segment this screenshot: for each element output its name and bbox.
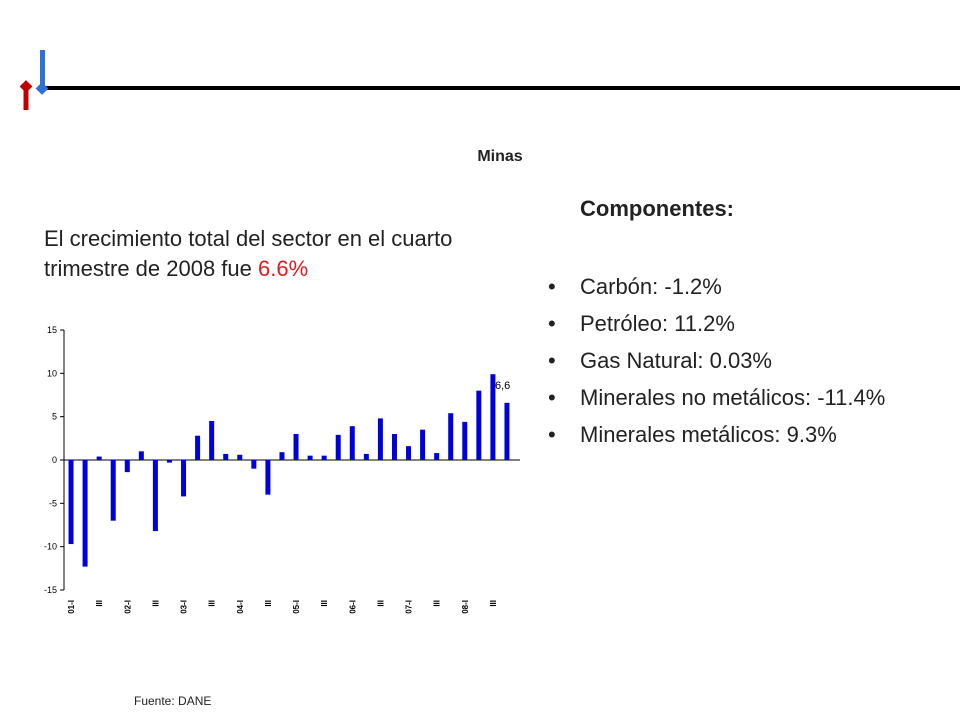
bullet-icon: • bbox=[548, 311, 556, 336]
bar bbox=[68, 460, 74, 545]
bar bbox=[363, 453, 369, 460]
component-label: Gas Natural: 0.03% bbox=[580, 348, 772, 373]
bar bbox=[391, 434, 397, 460]
source-note: Fuente: DANE bbox=[134, 694, 212, 708]
x-tick-label: 07-I bbox=[405, 600, 414, 614]
growth-bar-chart: 15 10 5 0 -5 -10 -15 6,6 01-I III 02-I III 03-I III 04… bbox=[44, 325, 520, 614]
bar bbox=[349, 426, 355, 460]
y-tick-label: -5 bbox=[49, 498, 57, 508]
list-item: • Carbón: -1.2% bbox=[548, 272, 885, 309]
bar bbox=[209, 421, 215, 460]
bar bbox=[377, 418, 383, 460]
bar bbox=[321, 455, 327, 460]
bar bbox=[124, 460, 130, 473]
data-label: 6,6 bbox=[495, 380, 510, 392]
x-tick-label: 08-I bbox=[461, 600, 470, 614]
x-tick-label: 02-I bbox=[123, 600, 132, 614]
bar bbox=[335, 434, 341, 460]
bar bbox=[406, 446, 412, 460]
x-tick-label: 06-I bbox=[348, 600, 357, 614]
bar bbox=[476, 390, 482, 460]
bar bbox=[166, 460, 172, 463]
component-label: Minerales metálicos: 9.3% bbox=[580, 422, 837, 447]
y-tick-label: 15 bbox=[47, 325, 57, 335]
x-tick-label: III bbox=[320, 600, 329, 607]
list-item: • Gas Natural: 0.03% bbox=[548, 346, 885, 383]
bar bbox=[152, 460, 158, 532]
components-title: Componentes: bbox=[580, 196, 734, 221]
bar bbox=[82, 460, 88, 567]
logo-blue-bar bbox=[40, 50, 45, 88]
bar bbox=[279, 452, 285, 460]
headline: El crecimiento total del sector en el cu… bbox=[44, 224, 524, 284]
list-item: • Minerales no metálicos: -11.4% bbox=[548, 383, 885, 420]
bar bbox=[504, 402, 510, 460]
bar bbox=[434, 453, 440, 460]
y-tick-label: 5 bbox=[52, 412, 57, 422]
bar bbox=[223, 453, 229, 460]
headline-value: 6.6% bbox=[258, 256, 309, 281]
bullet-icon: • bbox=[548, 348, 556, 373]
page-title: Minas bbox=[477, 148, 523, 165]
x-tick-label: III bbox=[208, 600, 217, 607]
bar bbox=[420, 429, 426, 460]
bar bbox=[181, 460, 187, 497]
list-item: • Minerales metálicos: 9.3% bbox=[548, 420, 885, 457]
bar bbox=[462, 421, 468, 460]
x-tick-label: 05-I bbox=[292, 600, 301, 614]
bar bbox=[237, 454, 243, 460]
bar bbox=[138, 451, 144, 460]
bar bbox=[448, 413, 454, 460]
x-tick-label: III bbox=[151, 600, 160, 607]
y-tick-label: 10 bbox=[47, 368, 57, 378]
logo-blue-diamond bbox=[35, 82, 49, 95]
bar bbox=[265, 460, 271, 495]
x-tick-label: 03-I bbox=[180, 600, 189, 614]
component-label: Petróleo: 11.2% bbox=[580, 311, 735, 336]
y-tick-label: -15 bbox=[44, 585, 57, 595]
y-tick-label: -10 bbox=[44, 542, 57, 552]
components-list: • Carbón: -1.2% • Petróleo: 11.2% • Gas Nat… bbox=[548, 272, 885, 457]
bar bbox=[251, 460, 257, 469]
header-rule bbox=[40, 86, 960, 90]
x-tick-label: 04-I bbox=[236, 600, 245, 614]
list-item: • Petróleo: 11.2% bbox=[548, 309, 885, 346]
headline-text: El crecimiento total del sector en el cu… bbox=[44, 226, 453, 281]
y-tick-label: 0 bbox=[52, 455, 57, 465]
bullet-icon: • bbox=[548, 385, 556, 410]
x-tick-label: III bbox=[376, 600, 385, 607]
bar bbox=[110, 460, 116, 521]
bar bbox=[307, 455, 313, 460]
logo-red-bar bbox=[23, 86, 29, 110]
x-tick-label: 01-I bbox=[67, 600, 76, 614]
bar bbox=[490, 374, 496, 460]
x-tick-label: III bbox=[489, 600, 498, 607]
x-tick-label: III bbox=[264, 600, 273, 607]
bullet-icon: • bbox=[548, 274, 556, 299]
bullet-icon: • bbox=[548, 422, 556, 447]
component-label: Carbón: -1.2% bbox=[580, 274, 722, 299]
bar bbox=[195, 435, 201, 460]
bar bbox=[96, 456, 102, 460]
component-label: Minerales no metálicos: -11.4% bbox=[580, 385, 886, 410]
x-tick-label: III bbox=[95, 600, 104, 607]
bar bbox=[293, 434, 299, 460]
logo-red-diamond bbox=[19, 80, 33, 93]
logo-icon bbox=[19, 50, 49, 110]
x-tick-label: III bbox=[433, 600, 442, 607]
